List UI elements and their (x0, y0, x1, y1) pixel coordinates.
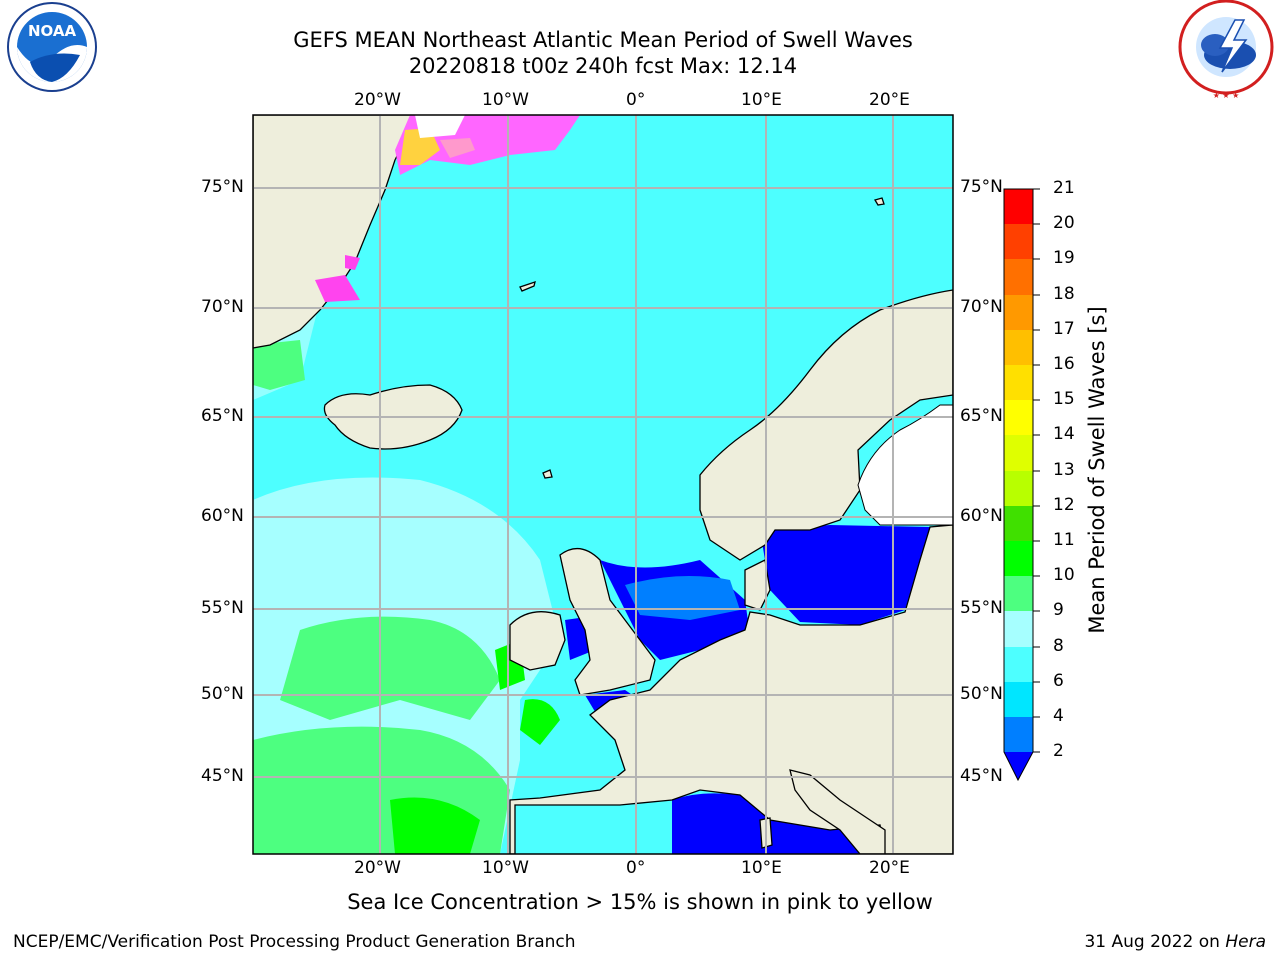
lat-label-left: 65°N (201, 406, 244, 426)
lon-label-top: 20°W (354, 90, 401, 110)
sea-ice (315, 115, 580, 302)
nws-logo: ★ ★ ★ (1178, 0, 1274, 100)
lon-label-bottom: 10°W (482, 858, 529, 878)
svg-text:★ ★ ★: ★ ★ ★ (1213, 91, 1240, 100)
lat-label-left: 70°N (201, 297, 244, 317)
swell-green-north (253, 340, 305, 390)
colorbar-label: Mean Period of Swell Waves [s] (1085, 306, 1109, 634)
footer-date-text: 31 Aug 2022 on (1084, 932, 1226, 952)
colorbar-tick: 2 (1053, 741, 1064, 761)
colorbar-tick: 19 (1053, 248, 1075, 268)
colorbar-tick: 11 (1053, 530, 1075, 550)
footer-date: 31 Aug 2022 on Hera (1084, 932, 1266, 952)
colorbar-tick: 13 (1053, 460, 1075, 480)
lat-label-left: 55°N (201, 598, 244, 618)
lon-label-bottom: 10°E (741, 858, 782, 878)
colorbar-tick: 18 (1053, 284, 1075, 304)
lon-label-top: 0° (626, 90, 646, 110)
lon-label-top: 10°E (741, 90, 782, 110)
colorbar-tick: 10 (1053, 565, 1075, 585)
mediterranean (672, 793, 885, 854)
lat-label-left: 45°N (201, 766, 244, 786)
chart-subtitle: 20220818 t00z 240h fcst Max: 12.14 (408, 54, 798, 78)
lon-label-top: 10°W (482, 90, 529, 110)
lat-label-right: 65°N (960, 406, 1003, 426)
colorbar-tick: 12 (1053, 495, 1075, 515)
lon-label-bottom: 20°W (354, 858, 401, 878)
noaa-text: NOAA (28, 22, 77, 40)
colorbar-tick: 14 (1053, 424, 1075, 444)
colorbar (1003, 188, 1040, 782)
lat-label-right: 55°N (960, 598, 1003, 618)
lat-label-right: 75°N (960, 177, 1003, 197)
colorbar-tick: 8 (1053, 636, 1064, 656)
colorbar-tick: 4 (1053, 706, 1064, 726)
map-frame (252, 114, 954, 855)
colorbar-tick: 6 (1053, 671, 1064, 691)
colorbar-tick: 21 (1053, 178, 1075, 198)
land (253, 115, 953, 854)
lat-label-right: 60°N (960, 506, 1003, 526)
colorbar-tick: 15 (1053, 389, 1075, 409)
footer-host: Hera (1225, 932, 1266, 952)
colorbar-tick: 17 (1053, 319, 1075, 339)
lat-label-right: 50°N (960, 684, 1003, 704)
chart-title: GEFS MEAN Northeast Atlantic Mean Period… (293, 28, 913, 52)
colorbar-tick: 16 (1053, 354, 1075, 374)
lat-label-right: 70°N (960, 297, 1003, 317)
footer-credit: NCEP/EMC/Verification Post Processing Pr… (13, 932, 576, 952)
lat-label-left: 60°N (201, 506, 244, 526)
lon-label-bottom: 20°E (869, 858, 910, 878)
map-area (253, 115, 953, 854)
lat-label-left: 50°N (201, 684, 244, 704)
lon-label-bottom: 0° (626, 858, 646, 878)
baltic-sea (760, 525, 930, 625)
colorbar-tick: 20 (1053, 213, 1075, 233)
caption: Sea Ice Concentration > 15% is shown in … (347, 890, 933, 914)
gridlines (253, 115, 953, 854)
colorbar-tick: 9 (1053, 600, 1064, 620)
lon-label-top: 20°E (869, 90, 910, 110)
lat-label-right: 45°N (960, 766, 1003, 786)
lat-label-left: 75°N (201, 177, 244, 197)
noaa-logo: NOAA (7, 2, 97, 92)
